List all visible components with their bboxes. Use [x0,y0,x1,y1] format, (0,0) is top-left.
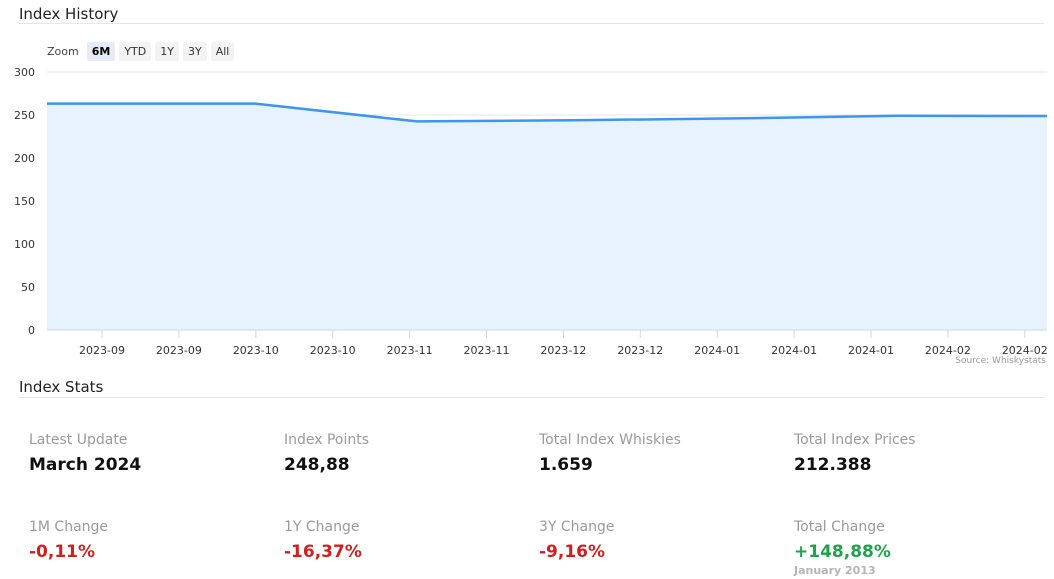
x-tick-label: 2023-12 [540,344,586,357]
series-line [47,102,1048,123]
x-tick-label: 2023-10 [233,344,279,357]
stat-label: 1M Change [29,519,109,535]
x-tick-label: 2024-02 [1002,344,1048,357]
stat-label: 3Y Change [539,519,615,535]
stat-label: Total Change [794,519,885,535]
y-tick-label: 300 [14,66,35,79]
index-stats-title: Index Stats [19,378,104,396]
stat-1m-change: 1M Change -0,11% [29,519,269,562]
stat-label: Total Index Prices [794,432,916,448]
stat-3y-change: 3Y Change -9,16% [539,519,779,562]
stat-label: 1Y Change [284,519,360,535]
y-tick-label: 50 [21,281,35,294]
x-tick-label: 2023-11 [464,344,510,357]
x-tick-label: 2023-09 [79,344,125,357]
zoom-label: Zoom [47,45,79,58]
series-area [47,103,1047,330]
zoom-1y-button[interactable]: 1Y [155,42,179,61]
stat-value: -9,16% [539,542,606,562]
zoom-6m-button[interactable]: 6M [86,42,116,61]
stat-total-change: Total Change +148,88% January 2013 [794,519,1034,577]
index-history-title: Index History [19,5,119,23]
stat-label: Total Index Whiskies [539,432,681,448]
stat-value: 212.388 [794,455,872,475]
stat-value: 248,88 [284,455,350,475]
stat-latest-update: Latest Update March 2024 [29,432,269,475]
x-tick-label: 2023-09 [156,344,202,357]
stat-since-date: January 2013 [794,564,876,577]
chart-source-credit: Source: Whiskystats [955,356,1046,366]
zoom-ytd-button[interactable]: YTD [119,42,152,61]
stat-value: 1.659 [539,455,593,475]
stat-total-index-whiskies: Total Index Whiskies 1.659 [539,432,779,475]
stat-label: Index Points [284,432,370,448]
x-tick-label: 2023-10 [310,344,356,357]
x-tick-label: 2024-01 [694,344,740,357]
y-tick-label: 250 [14,109,35,122]
stat-value: +148,88% [794,542,891,562]
x-tick-label: 2024-01 [771,344,817,357]
stat-label: Latest Update [29,432,128,448]
index-stats-divider [19,397,1044,398]
stat-1y-change: 1Y Change -16,37% [284,519,524,562]
stat-index-points: Index Points 248,88 [284,432,524,475]
x-tick-label: 2023-12 [617,344,663,357]
stat-total-index-prices: Total Index Prices 212.388 [794,432,1034,475]
y-tick-label: 200 [14,152,35,165]
zoom-controls: Zoom 6M YTD 1Y 3Y All [47,42,235,61]
y-tick-label: 0 [28,324,35,337]
x-tick-label: 2024-01 [848,344,894,357]
y-tick-label: 150 [14,195,35,208]
stat-value: -0,11% [29,542,96,562]
x-tick-label: 2023-11 [387,344,433,357]
zoom-3y-button[interactable]: 3Y [182,42,207,61]
index-history-divider [19,23,1044,24]
stat-value: -16,37% [284,542,362,562]
x-tick-label: 2024-02 [925,344,971,357]
zoom-all-button[interactable]: All [210,42,235,61]
y-tick-label: 100 [14,238,35,251]
index-history-chart[interactable]: 0 50 100 150 200 250 300 2023-09 2023-09 2023-10 2… [0,60,1054,370]
stat-value: March 2024 [29,455,142,475]
